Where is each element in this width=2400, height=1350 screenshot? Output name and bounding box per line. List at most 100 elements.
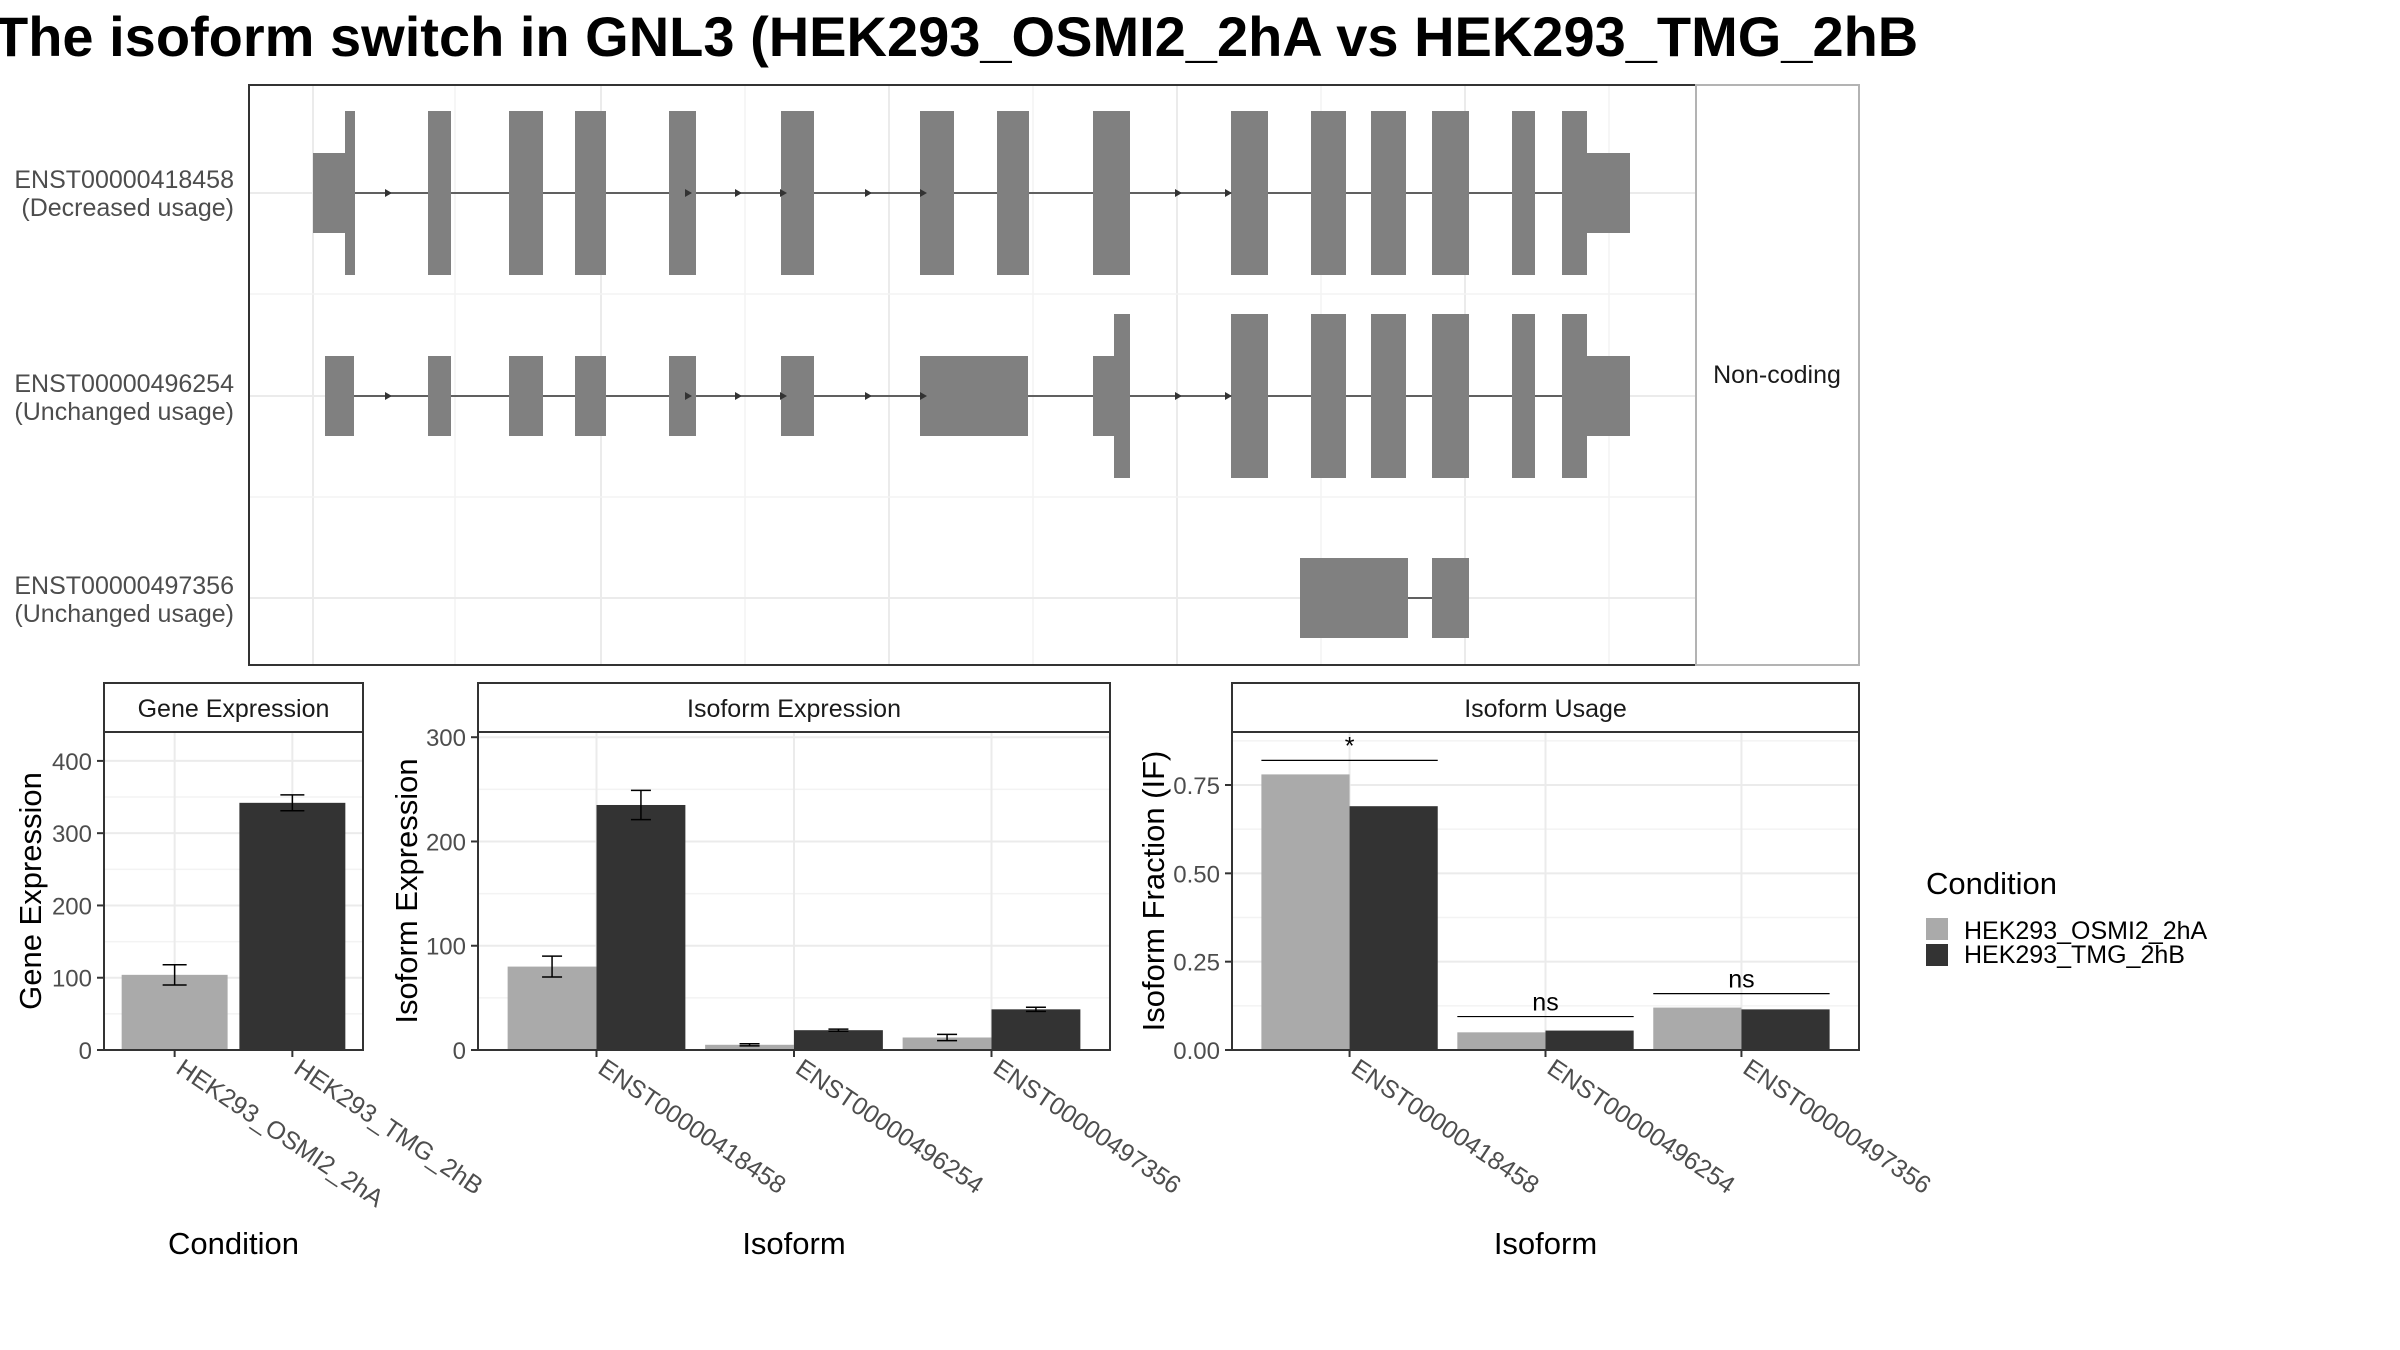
strand-arrow [920, 392, 927, 400]
isoform-label-3-usage: (Unchanged usage) [14, 600, 234, 628]
transcript-structure-panel: Non-coding ENST00000418458 (Decreased us… [14, 84, 1860, 666]
y-tick-label: 0 [79, 1038, 92, 1065]
x-tick-label: ENST00000496254 [1542, 1054, 1740, 1200]
panel-title: Isoform Usage [1464, 695, 1627, 723]
exon [1114, 314, 1130, 478]
x-tick-label: ENST00000497356 [988, 1054, 1186, 1200]
significance-label: * [1345, 732, 1355, 760]
x-tick-label: HEK293_TMG_2hB [289, 1054, 488, 1201]
x-tick-label: ENST00000418458 [1346, 1054, 1544, 1200]
exon [1300, 558, 1408, 638]
isoform-label-1-id: ENST00000418458 [14, 166, 234, 194]
exon [1587, 356, 1630, 436]
bar [1261, 774, 1350, 1050]
panel-strip [477, 682, 1111, 733]
isoform-label-3-id: ENST00000497356 [14, 572, 234, 600]
y-tick-label: 300 [52, 821, 92, 848]
strand-arrow [780, 189, 787, 197]
bar [1741, 1009, 1830, 1050]
strip-box [1695, 84, 1860, 666]
gene-expression-panel: Gene Expression 0 100 200 300 400 HEK293_OSMI2… [13, 682, 488, 1261]
strand-arrow [920, 189, 927, 197]
exon [1587, 153, 1630, 233]
legend-label-osmi2: HEK293_OSMI2_2hA [1964, 917, 2208, 945]
exon [575, 111, 606, 275]
legend: Condition HEK293_OSMI2_2hA HEK293_TMG_2h… [1926, 866, 2208, 969]
x-tick-label: ENST00000497356 [1738, 1054, 1936, 1200]
bar [596, 804, 686, 1050]
x-tick-label: ENST00000496254 [791, 1054, 989, 1200]
exon [1093, 111, 1130, 275]
strand-arrow [735, 392, 742, 400]
isoform-expression-panel: Isoform Expression 0 100 200 300 ENST00000418… [389, 682, 1186, 1261]
bar [121, 974, 228, 1050]
strand-arrow [865, 189, 872, 197]
isoform-usage-panel: Isoform Usage 0.00 0.25 0.50 0.75 * ns ns ENST00… [1136, 682, 1936, 1261]
y-tick-label: 200 [52, 893, 92, 920]
exon [1512, 314, 1535, 478]
exon [1231, 111, 1268, 275]
y-axis-title: Isoform Fraction (IF) [1136, 751, 1171, 1032]
legend-title: Condition [1926, 866, 2057, 901]
strand-arrow [865, 392, 872, 400]
y-tick-label: 0.75 [1173, 773, 1220, 800]
exon [1231, 314, 1268, 478]
panel-strip [1231, 682, 1860, 733]
panel-title: Gene Expression [138, 695, 330, 723]
significance-label: ns [1532, 989, 1558, 1017]
y-tick-label: 400 [52, 749, 92, 776]
y-tick-label: 200 [426, 829, 466, 856]
x-axis-title: Isoform [742, 1226, 845, 1261]
x-axis-title: Condition [168, 1226, 299, 1261]
exon [1311, 314, 1346, 478]
legend-swatch-tmg [1926, 944, 1948, 966]
bar [991, 1009, 1081, 1050]
x-tick-label: HEK293_OSMI2_2hA [171, 1054, 389, 1213]
isoform-label-2-usage: (Unchanged usage) [14, 398, 234, 426]
bar [902, 1037, 992, 1050]
isoform-label-1-usage: (Decreased usage) [21, 194, 234, 222]
exon [1512, 111, 1535, 275]
isoform-label-2-id: ENST00000496254 [14, 370, 234, 398]
legend-label-tmg: HEK293_TMG_2hB [1964, 941, 2185, 969]
y-tick-label: 100 [426, 934, 466, 961]
bar [507, 966, 597, 1050]
panel-border [103, 731, 364, 1051]
figure-title: The isoform switch in GNL3 (HEK293_OSMI2… [0, 5, 1918, 68]
structure-exons [313, 111, 1630, 638]
strand-arrow [1225, 189, 1232, 197]
exon [345, 111, 355, 275]
bar [239, 802, 346, 1050]
significance-label: ns [1728, 966, 1754, 994]
exon [313, 153, 345, 233]
exon [1562, 314, 1587, 478]
strand-arrow [1225, 392, 1232, 400]
strand-arrow [735, 189, 742, 197]
exon [997, 111, 1029, 275]
exon [920, 356, 1028, 436]
panel-title: Isoform Expression [687, 695, 901, 723]
exon [1093, 356, 1114, 436]
strand-arrow [780, 392, 787, 400]
exon [1371, 314, 1406, 478]
y-tick-label: 0.50 [1173, 861, 1220, 888]
strip-label-noncoding: Non-coding [1713, 361, 1841, 389]
y-tick-label: 0.25 [1173, 950, 1220, 977]
exon [1562, 111, 1587, 275]
exon [1432, 111, 1469, 275]
strand-arrow [685, 189, 692, 197]
bar [1457, 1032, 1546, 1050]
bar [705, 1044, 794, 1050]
y-axis-title: Gene Expression [13, 772, 48, 1010]
exon [575, 356, 606, 436]
exon [1371, 111, 1406, 275]
legend-swatch-osmi2 [1926, 918, 1948, 940]
exon [1311, 111, 1346, 275]
x-tick-label: ENST00000418458 [593, 1054, 791, 1200]
panel-strip [103, 682, 364, 733]
exon [428, 356, 451, 436]
y-tick-label: 0 [453, 1038, 466, 1065]
y-tick-label: 0.00 [1173, 1038, 1220, 1065]
exon [325, 356, 354, 436]
